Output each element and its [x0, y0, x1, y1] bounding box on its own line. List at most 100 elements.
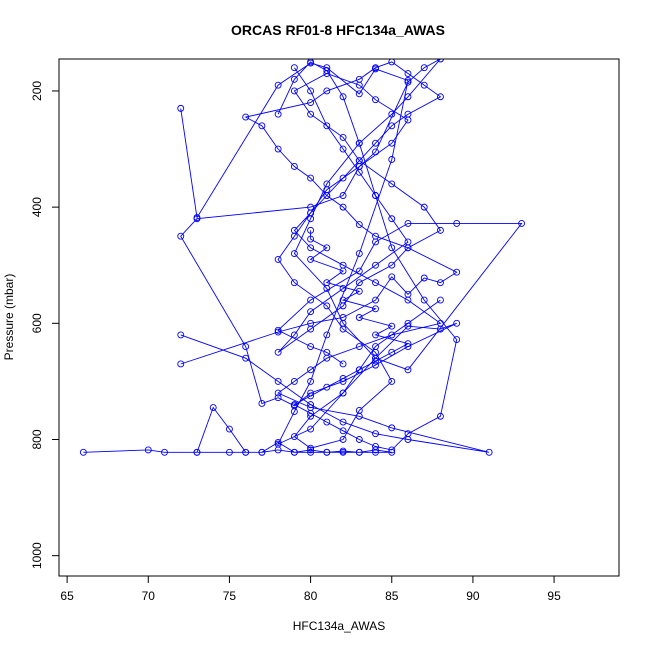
data-point [307, 110, 315, 118]
data-point [225, 448, 233, 456]
data-point [274, 348, 282, 356]
data-point [355, 314, 363, 321]
data-point [274, 326, 282, 334]
data-point [388, 122, 396, 130]
series-1 [79, 404, 396, 456]
data-point [355, 406, 363, 414]
data-point [339, 203, 347, 211]
data-point [274, 394, 282, 402]
x-tick-label: 85 [385, 589, 399, 603]
y-axis: 200 400 600 800 1000 [30, 81, 60, 569]
data-point [290, 433, 298, 441]
data-point [274, 145, 282, 153]
data-point [420, 296, 428, 304]
series-3 [177, 59, 493, 456]
data-point [161, 448, 168, 456]
data-point [388, 139, 396, 147]
data-point [339, 447, 347, 455]
y-tick-label: 400 [30, 197, 44, 217]
data-point [339, 375, 347, 382]
data-point [372, 361, 379, 369]
data-point [323, 448, 331, 456]
data-point [355, 81, 363, 89]
data-point [307, 226, 315, 234]
data-point [453, 319, 461, 327]
data-point [242, 354, 250, 362]
data-point [307, 235, 315, 243]
data-point [307, 425, 315, 433]
data-point [323, 302, 331, 310]
data-point [339, 174, 347, 182]
data-point [388, 424, 396, 432]
data-point [388, 273, 396, 281]
data-point [274, 110, 282, 118]
data-point [388, 348, 396, 356]
data-point [388, 59, 396, 66]
data-point [242, 113, 250, 121]
data-point [372, 192, 379, 199]
data-point [339, 267, 347, 275]
data-point [290, 448, 298, 456]
data-point [339, 389, 347, 397]
data-point [307, 444, 315, 452]
data-point [307, 174, 315, 182]
data-point [420, 203, 428, 211]
data-point [372, 343, 379, 350]
data-point [177, 360, 185, 368]
data-point [339, 418, 347, 426]
data-point [323, 331, 331, 339]
data-point [518, 219, 526, 227]
data-point [225, 425, 233, 433]
data-point [372, 139, 379, 147]
data-point [436, 226, 444, 234]
data-point [79, 448, 87, 456]
data-point [372, 232, 379, 240]
data-point [355, 448, 363, 456]
x-tick-label: 90 [466, 589, 480, 603]
data-point [372, 430, 379, 438]
data-point [453, 268, 461, 276]
data-point [177, 232, 185, 240]
y-tick-label: 200 [30, 81, 44, 101]
data-point [258, 122, 266, 130]
data-point [339, 285, 347, 292]
data-point [290, 75, 298, 83]
data-point [404, 296, 412, 304]
data-point [274, 389, 282, 397]
data-point [307, 296, 315, 304]
data-point [307, 255, 315, 263]
data-point [436, 412, 444, 420]
data-point [388, 377, 396, 385]
data-point [355, 250, 363, 258]
data-point [307, 343, 315, 350]
data-point [388, 446, 396, 454]
data-point [339, 296, 347, 304]
data-point [453, 336, 461, 344]
data-point [355, 366, 363, 374]
data-point [307, 366, 315, 374]
data-point [307, 448, 315, 456]
data-point [274, 81, 282, 89]
data-point [274, 377, 282, 385]
data-point [404, 319, 412, 327]
series-line [83, 406, 392, 453]
data-point [290, 232, 298, 240]
data-point [372, 64, 379, 72]
data-point [355, 139, 363, 147]
y-tick-label: 1000 [30, 542, 44, 569]
data-point [339, 360, 347, 368]
data-point [323, 354, 331, 362]
data-point [339, 314, 347, 321]
x-tick-label: 80 [304, 589, 318, 603]
data-point [355, 163, 363, 170]
data-point [404, 430, 412, 438]
data-point [274, 328, 282, 336]
data-point [437, 59, 444, 63]
data-point [193, 448, 201, 456]
series-line [180, 61, 490, 453]
data-point [307, 209, 315, 217]
data-point [339, 436, 347, 443]
data-point [388, 180, 396, 188]
series-4 [274, 64, 444, 452]
data-point [193, 215, 201, 223]
